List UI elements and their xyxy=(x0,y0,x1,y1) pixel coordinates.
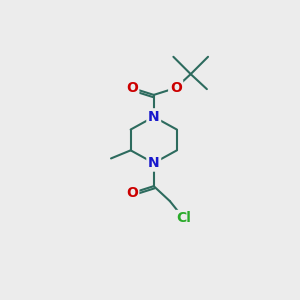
Text: O: O xyxy=(170,81,182,95)
Text: N: N xyxy=(148,156,160,170)
Text: O: O xyxy=(126,186,138,200)
Text: Cl: Cl xyxy=(176,212,191,226)
Text: N: N xyxy=(148,110,160,124)
Text: O: O xyxy=(126,81,138,95)
